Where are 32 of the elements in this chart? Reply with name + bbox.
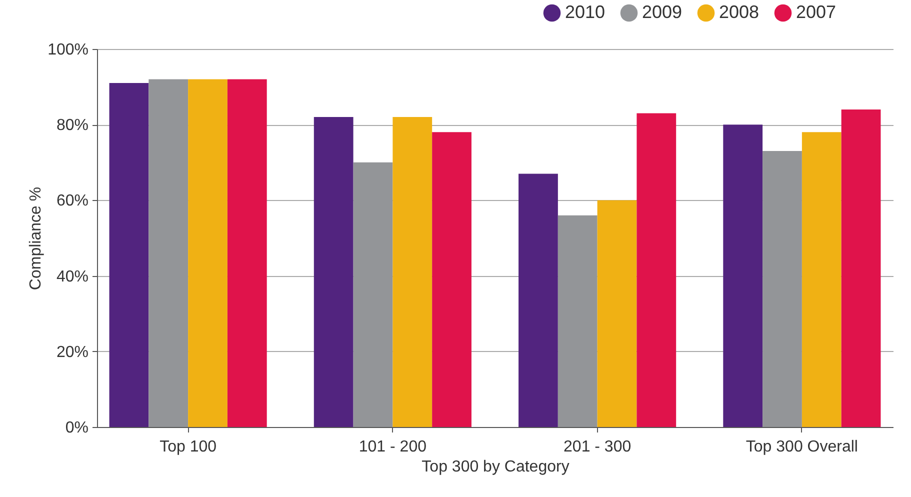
bar xyxy=(353,162,393,427)
bar xyxy=(392,117,432,427)
bar xyxy=(558,215,598,427)
y-tick-label: 0% xyxy=(65,420,88,436)
y-tick-label: 40% xyxy=(56,268,88,286)
y-tick-label: 100% xyxy=(48,42,88,58)
bar xyxy=(109,83,149,427)
x-tick-label: 101 - 200 xyxy=(358,438,427,456)
x-axis-title: Top 300 by Category xyxy=(422,458,570,476)
y-tick-label: 80% xyxy=(56,117,88,134)
y-tick-label: 20% xyxy=(56,344,88,361)
bar xyxy=(762,151,802,427)
legend-label: 2009 xyxy=(642,2,682,22)
bar xyxy=(597,200,637,427)
legend-label: 2007 xyxy=(796,2,836,22)
bar xyxy=(227,79,267,427)
legend-label: 2008 xyxy=(719,2,760,22)
x-tick-label: 201 - 300 xyxy=(564,438,632,456)
bar xyxy=(432,132,472,427)
bar xyxy=(802,132,842,427)
x-tick-label: Top 100 xyxy=(160,438,217,456)
bar xyxy=(636,113,676,427)
bar xyxy=(518,174,558,427)
bar xyxy=(723,124,763,427)
legend-label: 2010 xyxy=(565,2,606,22)
bar xyxy=(188,79,228,427)
bar xyxy=(148,79,188,427)
bar xyxy=(841,109,881,427)
bar xyxy=(314,117,354,427)
x-tick-label: Top 300 Overall xyxy=(746,438,858,456)
y-axis-title: Compliance % xyxy=(28,186,45,290)
y-tick-label: 60% xyxy=(56,192,88,210)
